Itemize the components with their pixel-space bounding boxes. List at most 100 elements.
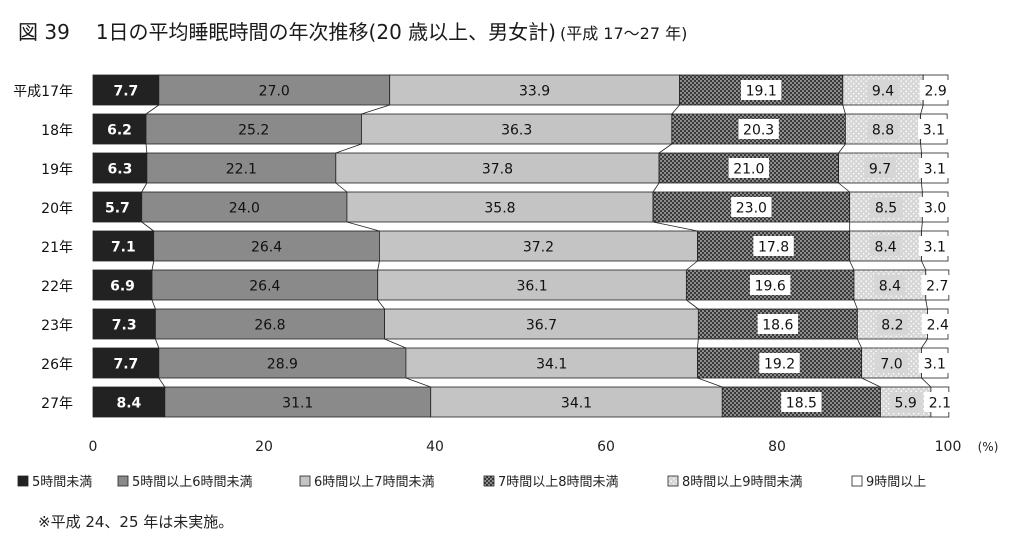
category-label: 19年	[41, 162, 73, 178]
connector-line	[155, 338, 160, 349]
value-label-bg	[919, 197, 952, 217]
x-tick-label: 0	[89, 439, 98, 455]
connector-line	[346, 221, 380, 232]
legend-swatch	[17, 475, 29, 487]
value-label: 27.0	[259, 84, 290, 100]
value-label-bg	[918, 158, 951, 178]
connector-line	[384, 338, 407, 349]
value-label: 37.2	[523, 240, 554, 256]
value-label: 3.1	[924, 162, 946, 178]
category-label: 20年	[41, 201, 73, 217]
connector-line	[921, 221, 923, 232]
bar-segment	[384, 308, 699, 340]
value-label: 17.8	[758, 240, 789, 256]
connector-line	[335, 143, 362, 154]
value-label: 8.8	[872, 123, 894, 139]
value-label: 9.4	[872, 84, 894, 100]
x-tick-label: 80	[768, 439, 786, 455]
connector-line	[921, 377, 932, 388]
bar-segment	[145, 113, 362, 145]
value-label: 31.1	[282, 396, 313, 412]
value-label-bg	[867, 119, 899, 139]
value-label-bg	[864, 158, 896, 178]
value-label-bg	[728, 158, 769, 178]
connector-line	[925, 299, 928, 310]
value-label-bg	[781, 392, 822, 412]
value-label: 7.1	[111, 240, 136, 256]
x-tick-label: 40	[426, 439, 444, 455]
value-label: 2.4	[927, 318, 949, 334]
x-unit-label: (%)	[978, 440, 999, 454]
legend-label: 5時間未満	[32, 475, 92, 490]
connector-line	[145, 143, 148, 154]
value-label: 36.1	[516, 279, 547, 295]
value-label: 3.1	[923, 123, 945, 139]
value-label: 26.4	[249, 279, 280, 295]
value-label-bg	[875, 353, 908, 373]
connector-line	[361, 104, 390, 115]
value-label: 8.2	[881, 318, 903, 334]
legend-label: 6時間以上7時間未満	[314, 475, 435, 490]
value-label: 6.3	[108, 162, 133, 178]
value-label: 26.8	[254, 318, 285, 334]
connector-line	[861, 377, 881, 388]
x-axis: 0 20 40 60 80 100 (%)	[89, 439, 999, 455]
category-label: 21年	[41, 240, 73, 256]
bar-segment	[151, 269, 379, 301]
chart-subtitle: (平成 17〜27 年)	[559, 24, 688, 43]
connector-line	[921, 260, 927, 271]
category-label: 平成17年	[13, 84, 73, 100]
value-label: 23.0	[736, 201, 767, 217]
connector-line	[842, 104, 846, 115]
connector-line	[686, 299, 699, 310]
connector-line	[838, 182, 850, 193]
bar-segment	[158, 74, 391, 106]
value-label: 2.1	[929, 396, 951, 412]
bar-segment	[92, 152, 148, 184]
value-label: 19.6	[755, 279, 786, 295]
value-label-bg	[918, 353, 951, 373]
value-label-bg	[919, 80, 952, 100]
connector-line	[921, 338, 928, 349]
connector-line	[335, 182, 348, 193]
bar-segment	[92, 347, 160, 379]
legend-label: 8時間以上9時間未満	[682, 475, 803, 490]
value-label-bg	[923, 392, 956, 412]
value-label: 7.0	[880, 357, 902, 373]
connector-line	[838, 143, 846, 154]
bar-segment	[361, 113, 673, 145]
value-label: 9.7	[869, 162, 891, 178]
value-label: 21.0	[733, 162, 764, 178]
connector-line	[141, 221, 154, 232]
bars-layer: 平成17年 7.7 27.0 33.9 19.1 9.4 2.9 18年 6.2 25.2 36.3…	[13, 74, 956, 418]
value-label-bg	[921, 314, 954, 334]
value-label: 25.2	[238, 123, 269, 139]
value-label: 5.9	[895, 396, 917, 412]
connector-line	[145, 104, 160, 115]
value-label-bg	[869, 236, 902, 256]
connector-line	[405, 377, 431, 388]
legend-label: 7時間以上8時間未満	[498, 475, 619, 490]
value-label: 28.9	[267, 357, 298, 373]
connector-line	[377, 299, 385, 310]
connector-line	[658, 143, 673, 154]
value-label: 2.9	[924, 84, 946, 100]
bar-segment	[153, 230, 380, 262]
bar-segment	[92, 269, 153, 301]
chart-title: 1日の平均睡眠時間の年次推移(20 歳以上、男女計)	[95, 20, 556, 44]
connector-line	[151, 260, 155, 271]
bar-segment	[92, 191, 143, 223]
category-label: 27年	[41, 396, 73, 412]
bar-segment	[92, 230, 155, 262]
connector-line	[920, 143, 922, 154]
value-label-bg	[749, 275, 791, 295]
bar-segment	[377, 269, 687, 301]
chart-title-row: 図 39 1日の平均睡眠時間の年次推移(20 歳以上、男女計) (平成 17〜27 …	[18, 16, 687, 45]
value-label: 3.1	[924, 240, 946, 256]
bar-segment	[155, 308, 385, 340]
connector-line	[849, 260, 855, 271]
connector-line	[151, 299, 156, 310]
figure-number: 図 39	[18, 20, 70, 44]
value-label: 24.0	[229, 201, 260, 217]
value-label-bg	[917, 119, 950, 139]
